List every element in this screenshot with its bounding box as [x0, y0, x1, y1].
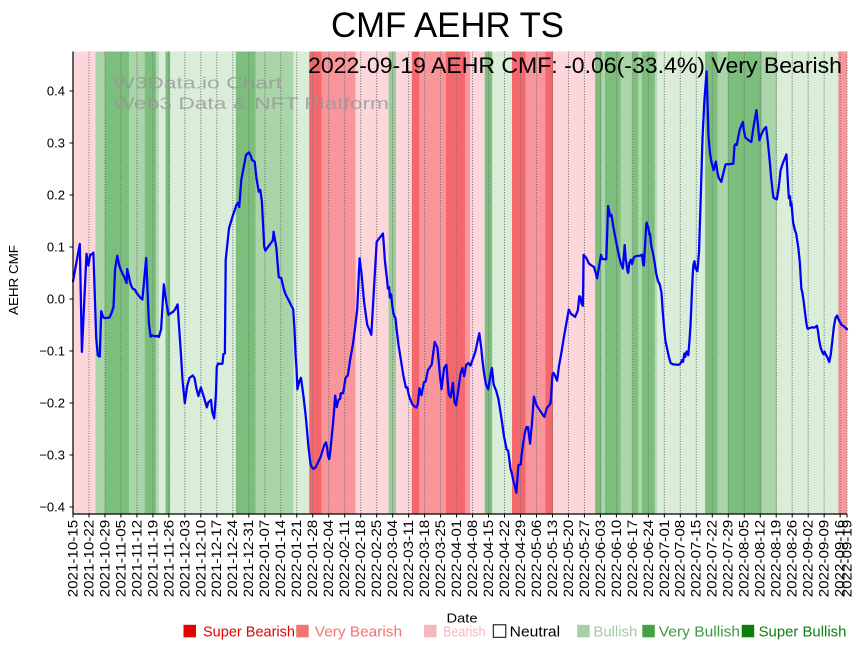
svg-text:AEHR CMF: AEHR CMF [6, 245, 21, 315]
svg-text:2022-01-07: 2022-01-07 [256, 520, 272, 598]
svg-text:2022-04-08: 2022-04-08 [464, 520, 480, 598]
svg-text:Bearish: Bearish [443, 624, 485, 641]
svg-text:2022-07-15: 2022-07-15 [688, 520, 704, 598]
svg-text:2022-09-19 AEHR CMF: -0.06(-33: 2022-09-19 AEHR CMF: -0.06(-33.4%) Very … [308, 53, 842, 78]
svg-text:2021-12-10: 2021-12-10 [192, 520, 208, 598]
svg-text:2022-08-26: 2022-08-26 [784, 520, 800, 598]
svg-text:2022-02-25: 2022-02-25 [368, 520, 384, 598]
svg-text:2022-06-03: 2022-06-03 [592, 520, 608, 598]
svg-text:2022-09-16: 2022-09-16 [832, 520, 848, 598]
svg-text:Neutral: Neutral [510, 624, 560, 641]
svg-text:2021-12-03: 2021-12-03 [176, 520, 192, 598]
svg-text:2022-02-11: 2022-02-11 [336, 520, 352, 598]
svg-text:2022-01-21: 2022-01-21 [288, 520, 304, 598]
svg-text:2022-02-04: 2022-02-04 [320, 520, 336, 598]
svg-text:Date: Date [447, 611, 478, 626]
svg-text:2021-12-31: 2021-12-31 [240, 520, 256, 598]
svg-text:2021-11-12: 2021-11-12 [128, 520, 144, 598]
svg-text:2022-05-27: 2022-05-27 [576, 520, 592, 598]
svg-text:2022-01-28: 2022-01-28 [304, 520, 320, 598]
svg-text:2022-08-19: 2022-08-19 [768, 520, 784, 598]
svg-text:0.1: 0.1 [47, 240, 65, 255]
svg-text:2022-09-02: 2022-09-02 [800, 520, 816, 598]
svg-text:2022-03-25: 2022-03-25 [432, 520, 448, 598]
svg-text:2022-03-04: 2022-03-04 [384, 520, 400, 598]
svg-text:2022-07-08: 2022-07-08 [672, 520, 688, 598]
svg-text:0.3: 0.3 [47, 136, 65, 151]
svg-text:2021-11-19: 2021-11-19 [144, 520, 160, 598]
svg-text:2022-05-13: 2022-05-13 [544, 520, 560, 598]
svg-text:−0.1: −0.1 [39, 344, 65, 359]
svg-text:2022-07-29: 2022-07-29 [720, 520, 736, 598]
svg-text:2022-05-06: 2022-05-06 [528, 520, 544, 598]
svg-text:2022-07-22: 2022-07-22 [704, 520, 720, 598]
svg-text:2022-03-11: 2022-03-11 [400, 520, 416, 598]
svg-text:0.4: 0.4 [47, 84, 65, 99]
svg-text:2022-09-09: 2022-09-09 [816, 520, 832, 598]
svg-text:2022-01-14: 2022-01-14 [272, 520, 288, 598]
svg-text:2021-12-17: 2021-12-17 [208, 520, 224, 598]
svg-text:Super Bearish: Super Bearish [203, 624, 295, 641]
svg-text:Very Bearish: Very Bearish [315, 624, 402, 641]
svg-text:2022-06-24: 2022-06-24 [640, 520, 656, 598]
svg-text:2021-10-29: 2021-10-29 [96, 520, 112, 598]
svg-text:2021-12-24: 2021-12-24 [224, 520, 240, 598]
svg-text:0.0: 0.0 [47, 292, 65, 307]
svg-text:Bullish: Bullish [593, 624, 637, 641]
svg-text:2022-09-19: 2022-09-19 [838, 520, 854, 598]
svg-text:2022-02-18: 2022-02-18 [352, 520, 368, 598]
svg-text:0.2: 0.2 [47, 188, 65, 203]
svg-text:2022-06-10: 2022-06-10 [608, 520, 624, 598]
svg-text:2022-05-20: 2022-05-20 [560, 520, 576, 598]
svg-text:2021-11-05: 2021-11-05 [112, 520, 128, 598]
svg-text:2022-04-29: 2022-04-29 [512, 520, 528, 598]
svg-text:Very Bullish: Very Bullish [659, 624, 740, 641]
svg-text:2022-08-12: 2022-08-12 [752, 520, 768, 598]
svg-text:2021-11-26: 2021-11-26 [160, 520, 176, 598]
svg-text:Super Bullish: Super Bullish [759, 624, 847, 641]
svg-text:2022-07-01: 2022-07-01 [656, 520, 672, 598]
svg-text:2022-04-01: 2022-04-01 [448, 520, 464, 598]
svg-text:−0.3: −0.3 [39, 448, 65, 463]
svg-text:Web3 Data & NFT Platform: Web3 Data & NFT Platform [113, 94, 389, 113]
svg-text:2022-03-18: 2022-03-18 [416, 520, 432, 598]
svg-text:W3Data.io Chart: W3Data.io Chart [113, 74, 282, 93]
svg-text:−0.4: −0.4 [39, 500, 65, 515]
svg-text:2022-08-05: 2022-08-05 [736, 520, 752, 598]
svg-text:2021-10-15: 2021-10-15 [64, 520, 80, 598]
svg-text:2021-10-22: 2021-10-22 [80, 520, 96, 598]
svg-text:2022-04-22: 2022-04-22 [496, 520, 512, 598]
svg-text:2022-04-15: 2022-04-15 [480, 520, 496, 598]
svg-text:2022-06-17: 2022-06-17 [624, 520, 640, 598]
svg-text:CMF AEHR TS: CMF AEHR TS [331, 6, 564, 45]
svg-text:−0.2: −0.2 [39, 396, 65, 411]
